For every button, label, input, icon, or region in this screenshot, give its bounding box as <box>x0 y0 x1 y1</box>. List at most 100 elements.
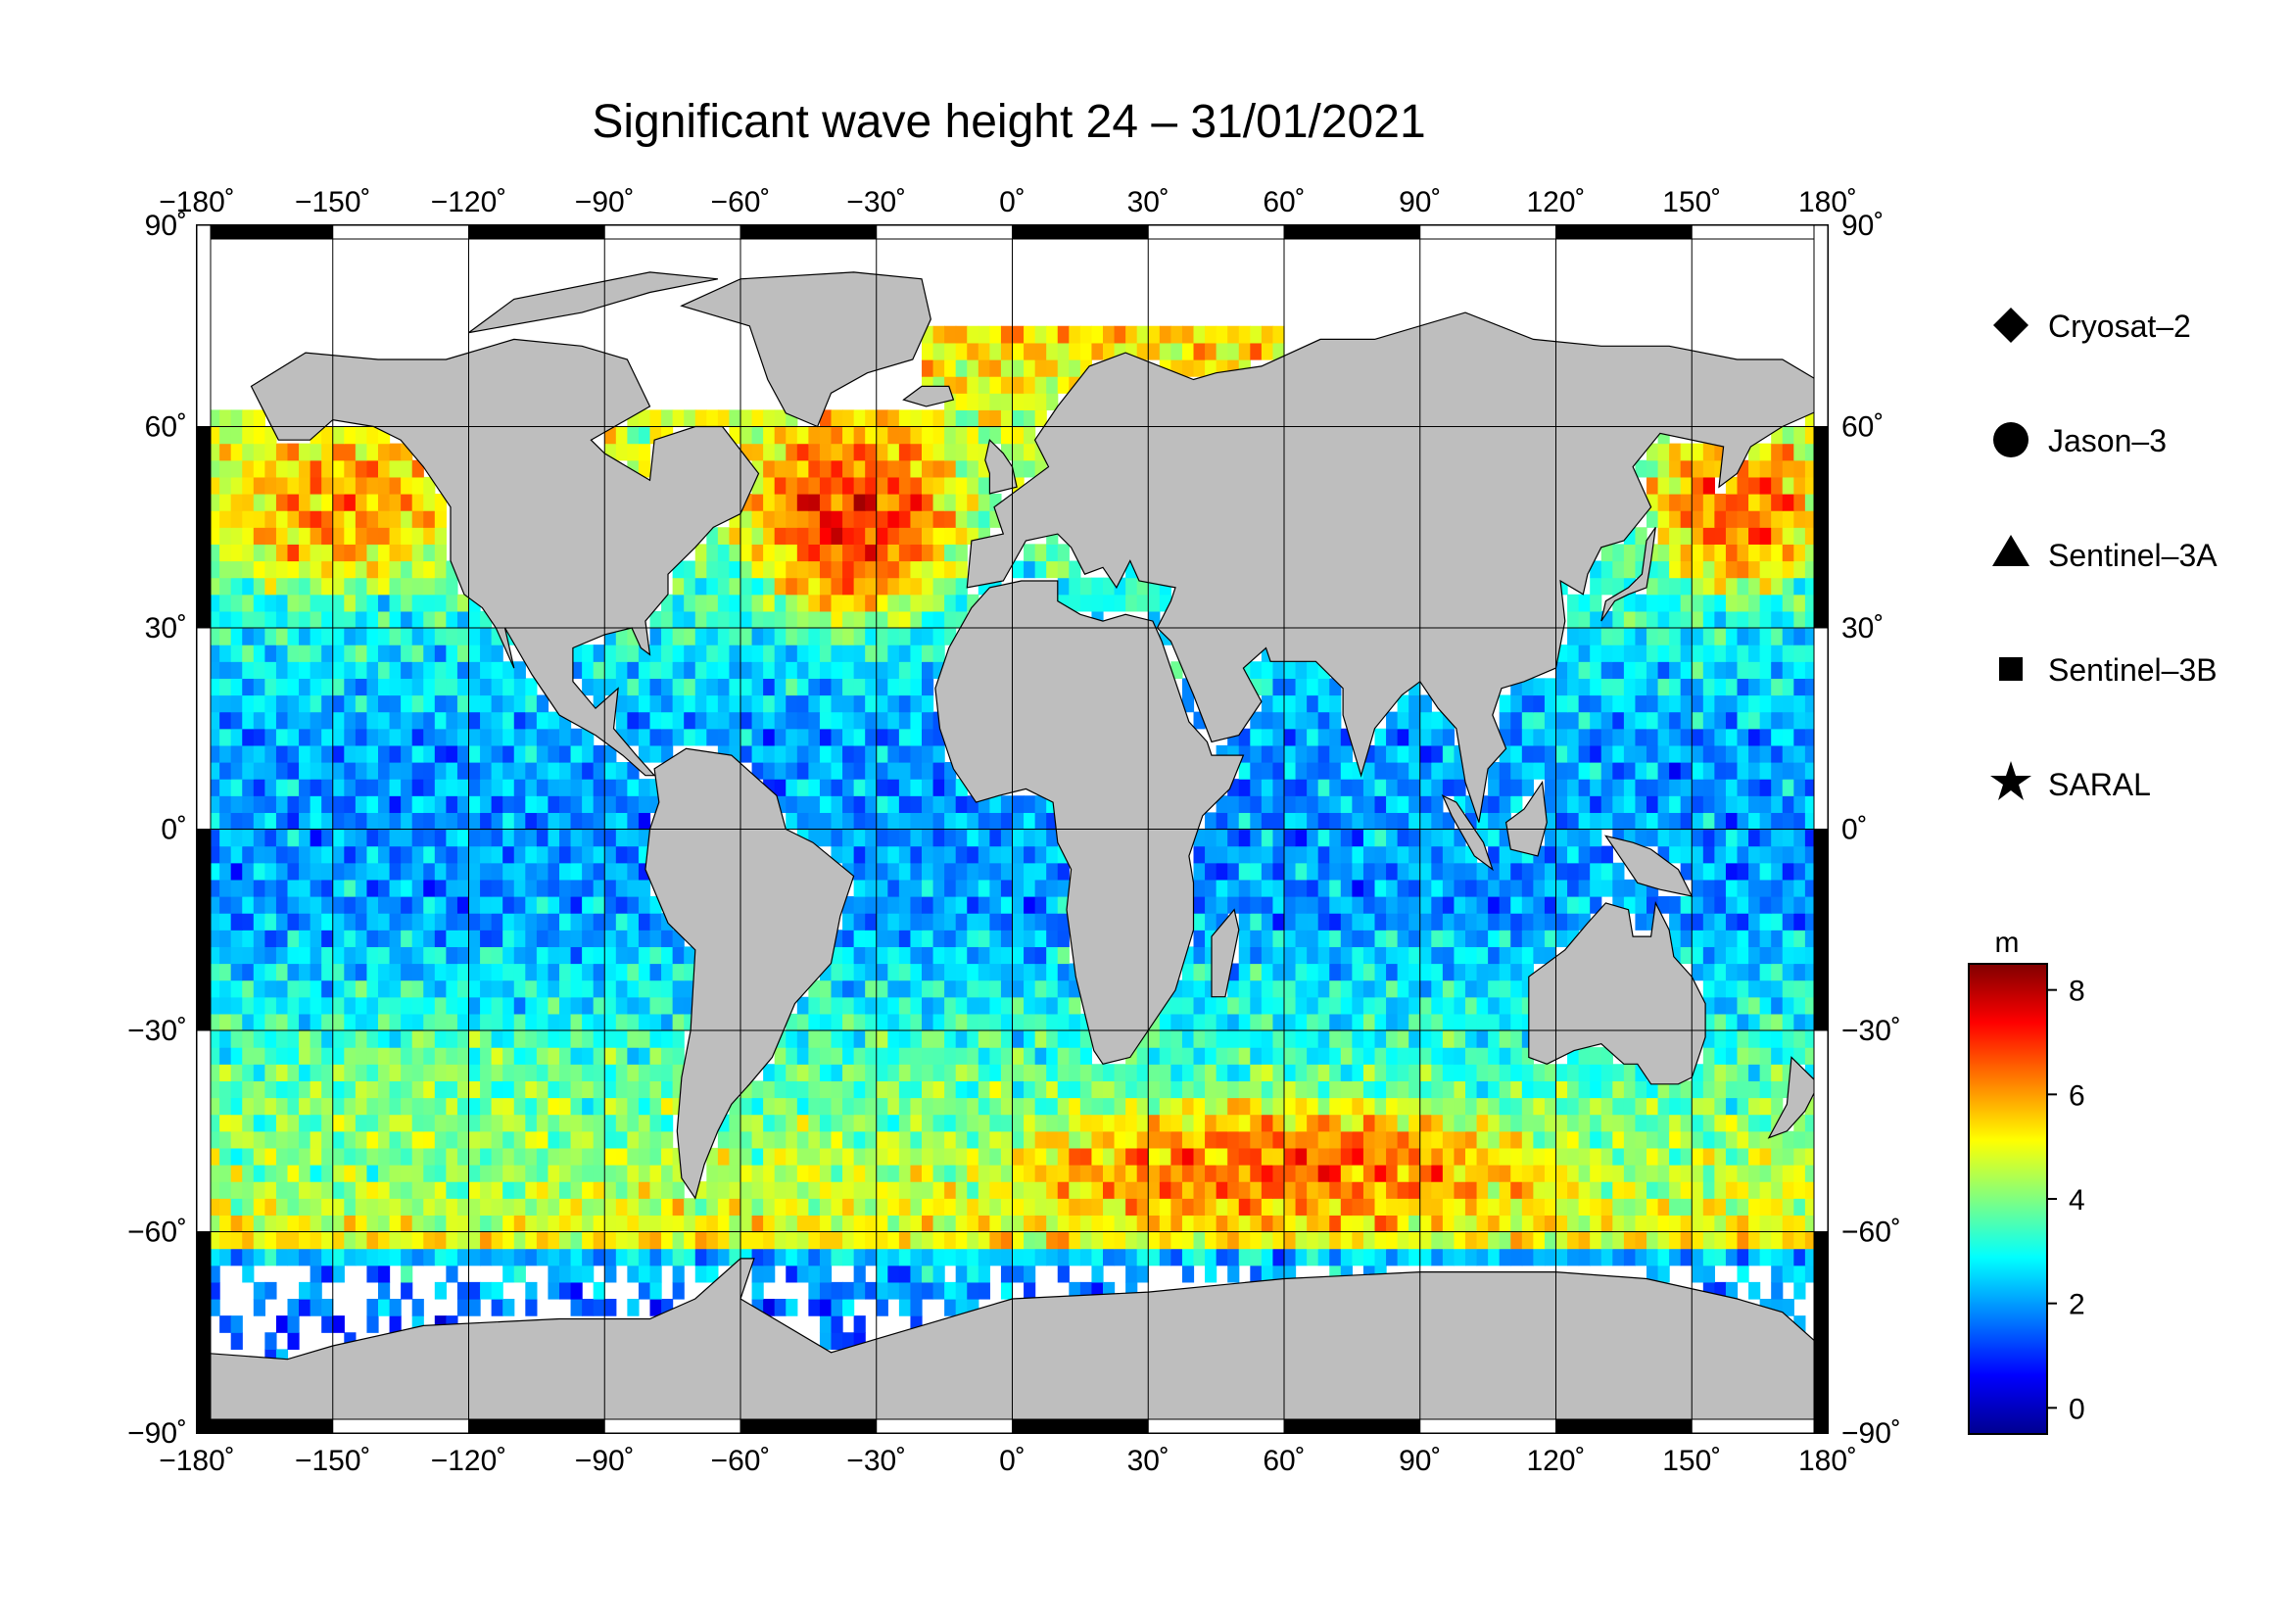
wave-height-cell <box>502 963 515 981</box>
wave-height-cell <box>1193 1030 1206 1048</box>
wave-height-cell <box>299 896 311 914</box>
wave-height-cell <box>1125 1114 1138 1132</box>
wave-height-cell <box>230 762 243 780</box>
wave-height-cell <box>717 678 731 696</box>
wave-height-cell <box>786 678 798 696</box>
wave-height-cell <box>264 577 277 596</box>
wave-height-cell <box>819 744 833 763</box>
wave-height-cell <box>446 728 458 746</box>
wave-height-cell <box>922 829 934 847</box>
wave-height-cell <box>1702 862 1715 881</box>
wave-height-cell <box>672 1215 685 1233</box>
wave-height-cell <box>1352 829 1364 847</box>
wave-height-cell <box>1114 1165 1126 1182</box>
wave-height-cell <box>763 577 776 596</box>
wave-height-cell <box>865 896 878 914</box>
wave-height-cell <box>922 1030 934 1048</box>
wave-height-cell <box>401 812 413 831</box>
wave-height-cell <box>1793 610 1806 629</box>
wave-height-cell <box>1295 862 1308 881</box>
wave-height-cell <box>1216 996 1228 1015</box>
wave-height-cell <box>242 1080 255 1099</box>
wave-height-cell <box>401 594 413 612</box>
wave-height-cell <box>264 628 277 645</box>
wave-height-cell <box>1261 963 1274 981</box>
wave-height-cell <box>932 845 945 864</box>
wave-height-cell <box>932 1047 945 1065</box>
wave-height-cell <box>332 645 345 662</box>
wave-height-cell <box>1725 879 1739 897</box>
wave-height-cell <box>910 779 923 796</box>
wave-height-cell <box>1782 779 1794 796</box>
wave-height-cell <box>401 963 413 981</box>
wave-height-cell <box>219 946 232 965</box>
wave-height-cell <box>208 963 220 981</box>
wave-height-cell <box>1419 1047 1432 1065</box>
wave-height-cell <box>1555 1130 1568 1149</box>
wave-height-cell <box>627 795 640 813</box>
wave-height-cell <box>1317 1147 1330 1166</box>
wave-height-cell <box>1397 1080 1409 1099</box>
wave-height-cell <box>1647 812 1659 831</box>
wave-height-cell <box>944 979 957 998</box>
wave-height-cell <box>1307 1165 1319 1182</box>
wave-height-cell <box>1748 845 1761 864</box>
wave-height-cell <box>876 1248 888 1266</box>
wave-height-cell <box>661 610 674 629</box>
wave-height-cell <box>604 1265 617 1283</box>
wave-height-cell <box>299 845 311 864</box>
wave-height-cell <box>1103 1147 1116 1166</box>
wave-height-cell <box>1431 1130 1444 1149</box>
wave-height-cell <box>230 728 243 746</box>
wave-height-cell <box>910 963 923 981</box>
wave-height-cell <box>638 930 651 947</box>
wave-height-cell <box>1046 979 1059 998</box>
wave-height-cell <box>570 1231 583 1250</box>
wave-height-cell <box>310 913 322 931</box>
wave-height-cell <box>310 645 322 662</box>
wave-height-cell <box>548 1198 560 1216</box>
wave-height-cell <box>1657 1114 1670 1132</box>
wave-height-cell <box>321 1013 334 1031</box>
wave-height-cell <box>876 1181 888 1199</box>
wave-height-cell <box>525 1248 538 1266</box>
wave-height-cell <box>321 694 334 713</box>
wave-height-cell <box>627 896 640 914</box>
wave-height-cell <box>1034 560 1047 579</box>
wave-height-cell <box>423 610 436 629</box>
wave-height-cell <box>932 1165 945 1182</box>
wave-height-cell <box>786 711 798 730</box>
wave-height-cell <box>1057 1013 1070 1031</box>
wave-height-cell <box>1702 913 1715 931</box>
wave-height-cell <box>627 1030 640 1048</box>
wave-height-cell <box>1748 1248 1761 1266</box>
wave-height-cell <box>321 1215 334 1233</box>
wave-height-cell <box>230 645 243 662</box>
wave-height-cell <box>604 946 617 965</box>
wave-height-cell <box>1647 594 1659 612</box>
wave-height-cell <box>1397 1114 1409 1132</box>
wave-height-cell <box>411 728 424 746</box>
wave-height-cell <box>423 946 436 965</box>
wave-height-cell <box>491 1114 503 1132</box>
wave-height-cell <box>401 979 413 998</box>
wave-height-cell <box>456 1114 470 1132</box>
wave-height-cell <box>1657 795 1670 813</box>
wave-height-cell <box>1057 1248 1070 1266</box>
wave-height-cell <box>1317 963 1330 981</box>
wave-height-cell <box>480 963 493 981</box>
wave-height-cell <box>491 728 503 746</box>
wave-height-cell <box>344 829 357 847</box>
wave-height-cell <box>1057 1130 1070 1149</box>
wave-height-cell <box>1205 1265 1217 1283</box>
wave-height-cell <box>423 678 436 696</box>
wave-height-cell <box>910 1165 923 1182</box>
wave-height-cell <box>208 728 220 746</box>
wave-height-cell <box>1159 1215 1171 1233</box>
wave-height-cell <box>1227 1013 1240 1031</box>
wave-height-cell <box>910 694 923 713</box>
wave-height-cell <box>242 628 255 645</box>
wave-height-cell <box>230 946 243 965</box>
wave-height-cell <box>751 1130 764 1149</box>
wave-height-cell <box>1216 896 1228 914</box>
